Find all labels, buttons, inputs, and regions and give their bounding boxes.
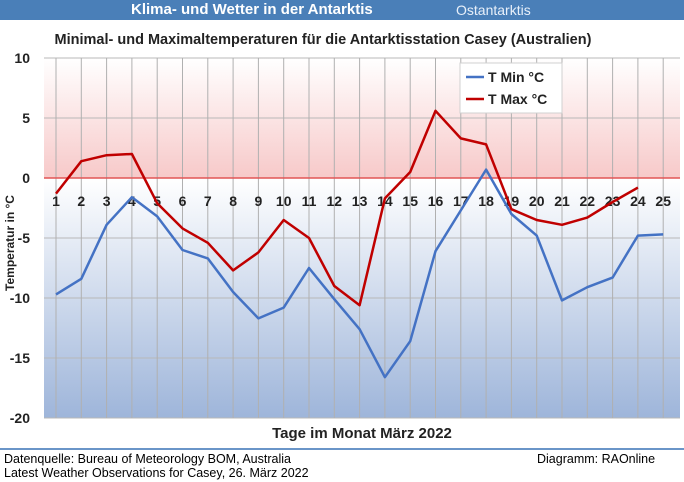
diagram-credit: Diagramm: RAOnline [537, 452, 656, 466]
x-tick-label: 20 [529, 193, 545, 209]
y-tick-label: -5 [18, 230, 31, 246]
x-tick-label: 11 [302, 193, 317, 209]
series-line-t-min [55, 168, 664, 379]
y-axis-label: Temperatur in °C [3, 195, 17, 291]
x-tick-label: 15 [402, 193, 418, 209]
x-tick-label: 12 [327, 193, 343, 209]
x-tick-label: 10 [276, 193, 292, 209]
x-tick-label: 6 [179, 193, 187, 209]
vertical-gridlines [55, 58, 664, 418]
series-lines [55, 109, 664, 379]
source-line-2: Latest Weather Observations for Casey, 2… [4, 466, 309, 480]
banner-subtitle: Ostantarktis [456, 2, 531, 18]
x-tick-label: 7 [204, 193, 212, 209]
legend-label: T Min °C [488, 69, 544, 85]
chart-title: Minimal- und Maximaltemperaturen für die… [55, 32, 592, 48]
x-tick-label: 1 [52, 193, 60, 209]
header-banner: Klima- und Wetter in der Antarktis Ostan… [0, 0, 684, 20]
y-tick-label: 10 [14, 50, 30, 66]
source-line-1: Datenquelle: Bureau of Meteorology BOM, … [4, 452, 291, 466]
x-tick-label: 13 [352, 193, 368, 209]
legend-label: T Max °C [488, 91, 547, 107]
y-tick-label: 5 [22, 110, 30, 126]
x-tick-label: 16 [428, 193, 444, 209]
x-tick-label: 22 [580, 193, 596, 209]
legend-box [459, 62, 563, 114]
series-line-t-max [55, 109, 639, 307]
banner-title: Klima- und Wetter in der Antarktis [131, 1, 373, 18]
x-tick-label: 9 [255, 193, 263, 209]
x-axis-label: Tage im Monat März 2022 [272, 425, 452, 442]
x-tick-label: 4 [128, 193, 136, 209]
y-tick-label: -15 [10, 350, 30, 366]
x-tick-label: 21 [554, 193, 570, 209]
chart-legend: T Min °C T Max °C [459, 62, 563, 114]
x-tick-label: 25 [655, 193, 671, 209]
x-tick-label: 18 [478, 193, 494, 209]
temperature-chart: Minimal- und Maximaltemperaturen für die… [0, 20, 684, 450]
x-tick-label: 8 [229, 193, 237, 209]
chart-bottom-border [0, 448, 684, 450]
source-note: Datenquelle: Bureau of Meteorology BOM, … [4, 452, 309, 480]
x-tick-label: 2 [77, 193, 85, 209]
y-tick-label: -20 [10, 410, 30, 426]
y-tick-label: 0 [22, 170, 30, 186]
x-tick-label: 3 [103, 193, 111, 209]
y-tick-label: -10 [10, 290, 30, 306]
y-axis-ticks: 10 5 0 -5 -10 -15 -20 [10, 50, 30, 426]
x-axis-ticks: 1 2 3 4 5 6 7 8 9 10 11 12 13 14 15 16 17 18 19 20 21 22 23 24 2… [52, 193, 671, 209]
x-tick-label: 24 [630, 193, 646, 209]
